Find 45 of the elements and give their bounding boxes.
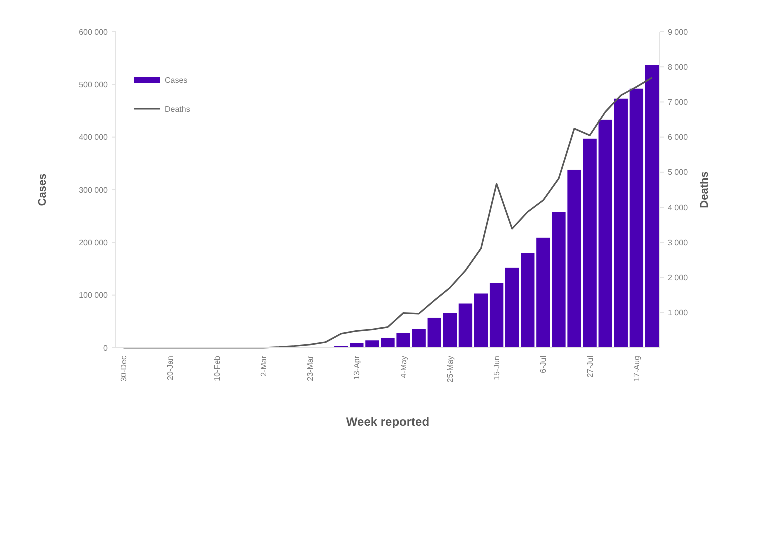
bar	[506, 268, 520, 348]
y2-tick-label: 1 000	[668, 308, 689, 318]
x-tick-label: 6-Jul	[539, 356, 548, 374]
y-tick-label: 200 000	[79, 238, 109, 248]
x-tick-label: 4-May	[399, 356, 408, 378]
x-tick-label: 23-Mar	[306, 356, 316, 382]
line-series	[122, 77, 654, 349]
bar	[630, 88, 644, 348]
bar	[443, 313, 458, 348]
x-tick-label: 10-Feb	[212, 355, 222, 382]
y2-tick-label: 7 000	[668, 98, 689, 108]
x-tick-label: 15-Jun	[492, 356, 502, 380]
y-tick-label: 0	[104, 344, 109, 353]
bar	[614, 98, 628, 348]
y2-tick-label: 2 000	[668, 274, 689, 283]
y2-tick-label: 6 000	[668, 133, 689, 142]
y-tick-label: 500 000	[79, 80, 109, 90]
y2-axis-title: Deaths	[699, 172, 711, 208]
y-axis-title: Cases	[37, 174, 49, 206]
y2-tick-label: 3 000	[668, 238, 689, 248]
bar	[521, 253, 535, 348]
y2-tick-label: 4 000	[668, 203, 689, 212]
x-tick-label: 20-Jan	[166, 356, 176, 380]
x-tick-label: 25-May	[446, 356, 455, 383]
y-tick-label: 400 000	[79, 133, 109, 142]
bar	[428, 318, 442, 348]
y2-tick-label: 5 000	[668, 168, 689, 178]
bar	[458, 304, 473, 348]
bar	[598, 120, 612, 348]
x-tick-label: 27-Jul	[586, 356, 595, 378]
legend-label: Deaths	[165, 104, 190, 114]
bar	[490, 283, 504, 348]
y-tick-label: 300 000	[79, 186, 109, 195]
y-tick-label: 100 000	[79, 291, 109, 300]
x-tick-label: 13-Apr	[352, 356, 362, 380]
y-tick-label: 600 000	[79, 28, 109, 37]
y2-tick-label: 8 000	[668, 62, 689, 72]
y2-tick-label: 9 000	[668, 28, 689, 37]
x-axis-title: Week reported	[346, 415, 430, 429]
legend-label: Cases	[165, 76, 188, 85]
x-tick-label: 17-Aug	[632, 356, 642, 382]
x-tick-label: 2-Mar	[259, 356, 268, 377]
x-tick-label: 30-Dec	[120, 356, 129, 382]
bar	[474, 294, 488, 348]
bar	[645, 65, 660, 348]
